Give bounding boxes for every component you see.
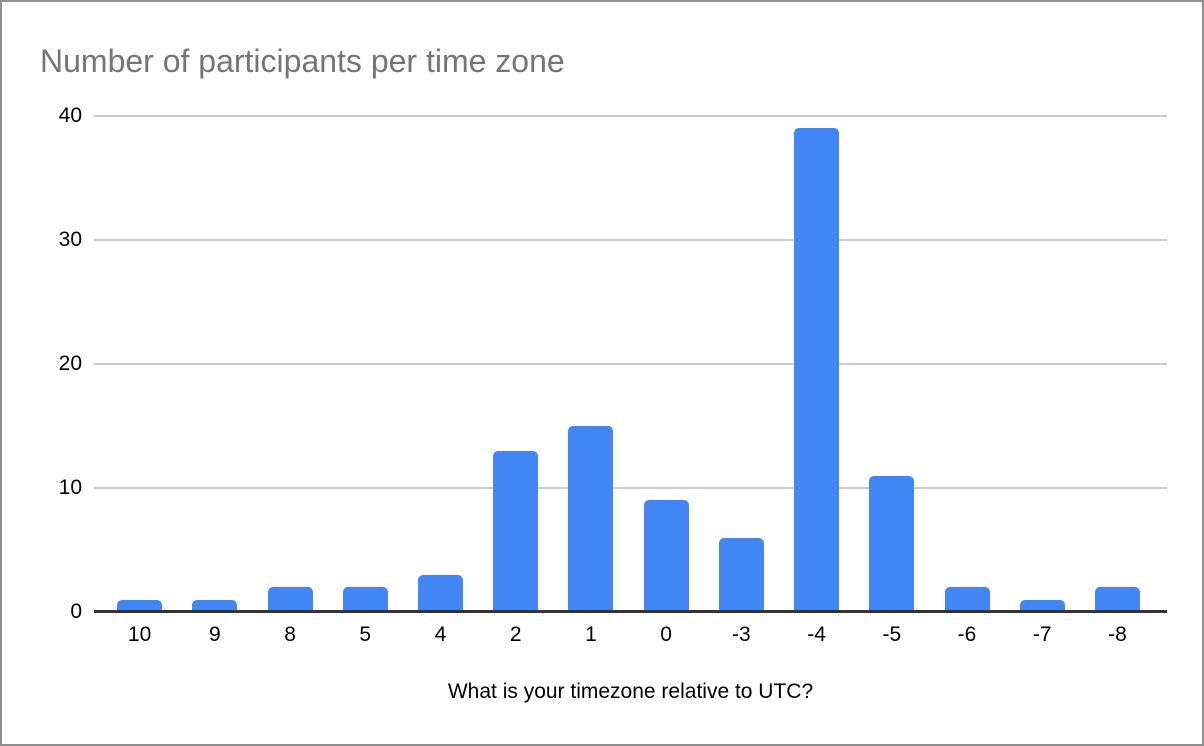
x-tick-label: 5 <box>359 623 372 646</box>
x-tick-label: 9 <box>208 623 221 646</box>
bar <box>794 128 840 612</box>
bar <box>944 587 990 612</box>
bar-column <box>779 116 854 612</box>
bar <box>192 599 238 612</box>
bar <box>568 426 614 612</box>
bar-column <box>177 116 252 612</box>
bar <box>493 450 539 612</box>
x-tick-label: -8 <box>1108 623 1127 646</box>
x-axis-title: What is your timezone relative to UTC? <box>447 680 814 703</box>
plot-area: 10 9 8 5 4 2 1 0 -3 -4 -5 -6 -7 -8 <box>94 115 1167 646</box>
bar <box>643 500 689 612</box>
x-tick-label: 0 <box>660 623 672 646</box>
gridline <box>94 487 1167 489</box>
x-tick-label: 1 <box>585 623 597 646</box>
x-tick-label: -4 <box>807 623 826 646</box>
bar-column <box>553 116 628 612</box>
bar-column <box>929 116 1004 612</box>
gridline <box>94 115 1167 117</box>
y-tick-label: 10 <box>58 476 82 499</box>
x-axis-line <box>94 610 1167 613</box>
x-tick-label: -5 <box>882 623 902 646</box>
bar-column <box>403 116 478 612</box>
y-tick-label: 0 <box>70 600 82 623</box>
bar-column <box>1080 116 1155 612</box>
bars-container <box>94 116 1167 612</box>
bar <box>342 587 388 612</box>
gridline <box>94 239 1167 241</box>
x-tick-label: 4 <box>434 623 447 646</box>
y-tick-label: 40 <box>58 104 82 127</box>
bar-column <box>252 116 327 612</box>
x-tick-label: -6 <box>957 623 977 646</box>
x-axis-tick-labels: 10 9 8 5 4 2 1 0 -3 -4 -5 -6 -7 -8 <box>94 622 1167 647</box>
bar <box>1019 599 1065 612</box>
y-tick-label: 20 <box>58 352 82 375</box>
bar-column <box>1005 116 1080 612</box>
x-tick-label: 10 <box>127 623 152 646</box>
bar-column <box>704 116 779 612</box>
y-tick-label: 30 <box>58 228 82 251</box>
x-tick-label: -7 <box>1032 623 1052 646</box>
bar-column <box>629 116 704 612</box>
bar-column <box>854 116 929 612</box>
chart-title: Number of participants per time zone <box>40 43 565 79</box>
bar <box>417 574 463 612</box>
bar <box>1094 587 1140 612</box>
bar <box>718 537 764 612</box>
bar-column <box>478 116 553 612</box>
x-tick-label: 8 <box>284 623 296 646</box>
bar <box>869 475 915 612</box>
x-tick-label: 2 <box>509 623 522 646</box>
bar <box>117 599 163 612</box>
bar-column <box>328 116 403 612</box>
gridline <box>94 363 1167 365</box>
bar <box>267 587 313 612</box>
x-tick-label: -3 <box>732 623 751 646</box>
y-axis-labels: 0 10 20 30 40 <box>2 104 82 623</box>
bar-column <box>102 116 177 612</box>
